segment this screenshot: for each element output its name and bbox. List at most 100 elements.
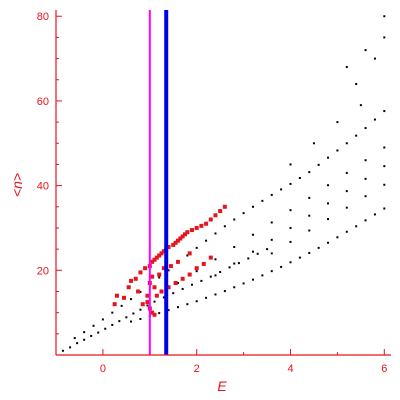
red-data-point	[166, 285, 171, 290]
black-data-point	[167, 269, 170, 272]
black-data-point	[228, 266, 231, 269]
black-data-point	[76, 342, 79, 345]
red-data-point	[143, 266, 148, 271]
black-data-point	[327, 184, 330, 187]
black-data-point	[355, 225, 358, 228]
black-data-point	[289, 240, 292, 243]
black-data-point	[308, 214, 311, 217]
red-data-point	[150, 259, 155, 264]
red-data-point	[145, 300, 150, 305]
red-data-point	[199, 223, 204, 228]
black-data-point	[336, 236, 339, 239]
x-axis-label: E	[217, 378, 227, 394]
black-data-point	[317, 163, 320, 166]
black-data-point	[172, 292, 175, 295]
red-data-point	[182, 232, 187, 237]
black-data-point	[104, 327, 107, 330]
black-data-point	[364, 195, 367, 198]
black-data-point	[158, 276, 161, 279]
red-data-point	[222, 204, 227, 209]
red-data-point	[152, 312, 157, 317]
black-data-point	[280, 188, 283, 191]
tick-labels: 0 2 4 6 20 40 60 80	[37, 11, 388, 375]
black-data-point	[139, 290, 142, 293]
x-tick-label: 4	[287, 363, 293, 375]
black-data-point	[345, 66, 348, 69]
red-data-point	[122, 295, 127, 300]
red-data-point	[201, 261, 206, 266]
black-data-point	[101, 318, 104, 321]
black-data-point	[383, 183, 386, 186]
black-data-point	[373, 213, 376, 216]
black-data-point	[327, 241, 330, 244]
black-data-point	[270, 270, 273, 273]
y-tick-label: 40	[37, 181, 49, 193]
black-data-point	[247, 257, 250, 260]
black-data-point	[153, 300, 156, 303]
black-data-point	[223, 225, 226, 228]
black-data-point	[191, 283, 194, 286]
red-data-point	[187, 251, 192, 256]
black-data-point	[118, 320, 121, 323]
black-data-point	[186, 303, 189, 306]
red-data-point	[161, 266, 166, 271]
black-data-point	[242, 282, 245, 285]
black-data-point	[223, 290, 226, 293]
black-data-point	[289, 182, 292, 185]
black-data-point	[364, 127, 367, 130]
black-data-point	[237, 262, 240, 265]
red-data-point	[154, 255, 159, 260]
red-data-point	[208, 217, 213, 222]
red-data-point	[173, 240, 178, 245]
black-data-point	[130, 298, 133, 301]
black-data-point	[336, 149, 339, 152]
black-data-point	[270, 193, 273, 196]
x-tick-label: 0	[100, 363, 106, 375]
red-data-point	[159, 289, 164, 294]
black-data-point	[270, 252, 273, 255]
red-data-point	[150, 274, 155, 279]
black-data-point	[345, 142, 348, 145]
black-data-point	[214, 258, 217, 261]
y-tick-label: 60	[37, 96, 49, 108]
black-data-point	[364, 159, 367, 162]
black-data-point	[83, 331, 86, 334]
red-data-point	[157, 253, 162, 258]
y-axis-label: <n>	[9, 173, 25, 197]
black-data-point	[233, 218, 236, 221]
black-data-point	[120, 304, 123, 307]
red-data-point	[157, 272, 162, 277]
black-data-point	[90, 334, 93, 337]
black-data-point	[111, 311, 114, 314]
black-data-point	[251, 233, 254, 236]
black-data-point	[181, 287, 184, 290]
red-data-point	[175, 238, 180, 243]
red-data-point	[190, 228, 195, 233]
black-data-point	[195, 300, 198, 303]
red-data-point	[133, 276, 138, 281]
black-data-point	[345, 171, 348, 174]
black-data-point	[73, 337, 76, 340]
black-data-point	[186, 254, 189, 257]
red-data-point	[175, 259, 180, 264]
black-data-point	[298, 176, 301, 179]
black-data-point	[162, 296, 165, 299]
black-data-point	[266, 248, 269, 251]
red-data-point	[112, 302, 117, 307]
black-data-point	[355, 82, 358, 85]
data-points	[62, 15, 386, 352]
red-data-point	[150, 310, 155, 315]
y-tick-label: 80	[37, 11, 49, 23]
black-data-point	[251, 278, 254, 281]
black-data-point	[219, 271, 222, 274]
black-data-point	[383, 110, 386, 113]
black-data-point	[383, 165, 386, 168]
black-data-point	[345, 230, 348, 233]
red-data-point	[126, 285, 131, 290]
black-data-point	[251, 205, 254, 208]
black-data-point	[308, 171, 311, 174]
black-data-point	[209, 275, 212, 278]
black-data-point	[233, 246, 236, 249]
black-data-point	[383, 207, 386, 210]
black-data-point	[167, 309, 170, 312]
